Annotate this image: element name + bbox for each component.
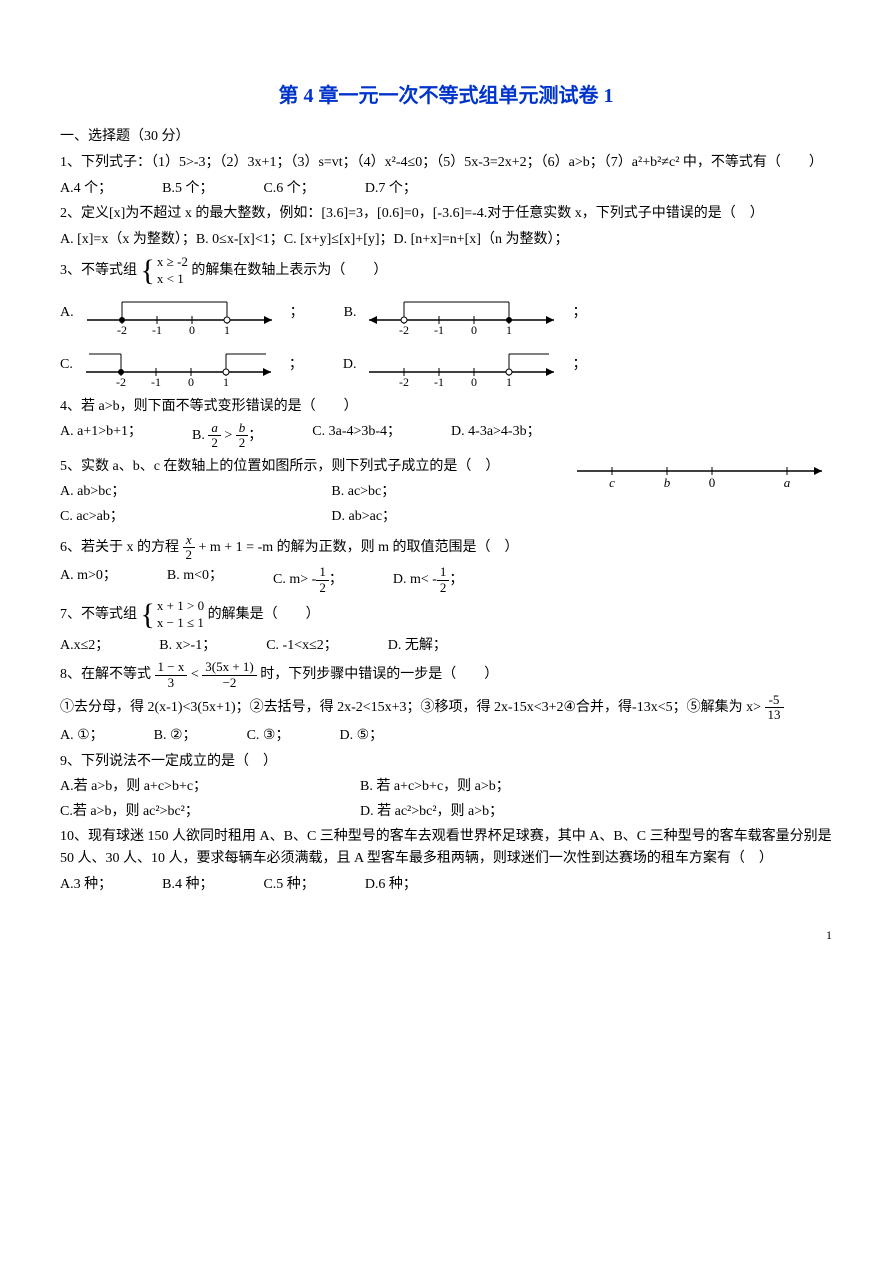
q7-opt-c: C. -1<x≤2； [266,635,338,657]
svg-text:c: c [609,475,615,489]
q4-opt-b: B. a2 > b2； [192,421,262,451]
q3-row1: A. -2 -1 0 1 ； B. -2 -1 0 1 [60,292,832,334]
svg-text:1: 1 [506,375,512,386]
q7-opt-a: A.x≤2； [60,635,109,657]
q1-opt-a: A.4 个； [60,178,112,200]
q5-block: 5、实数 a、b、c 在数轴上的位置如图所示，则下列式子成立的是（ ） A. a… [60,453,832,530]
q9-opt-b: B. 若 a+c>b+c，则 a>b； [360,776,832,798]
q1-stem: 1、下列式子：（1）5>-3；（2）3x+1；（3）s=vt；（4）x²-4≤0… [60,152,832,174]
q5-stem: 5、实数 a、b、c 在数轴上的位置如图所示，则下列式子成立的是（ ） [60,456,542,478]
svg-text:-2: -2 [399,375,409,386]
q8-opt-d: D. ⑤； [339,725,383,747]
section-1-header: 一、选择题（30 分） [60,126,832,148]
q5-opt-b: B. ac>bc； [331,481,542,503]
q9-stem: 9、下列说法不一定成立的是（ ） [60,751,832,773]
q7-opt-b: B. x>-1； [159,635,216,657]
q5-number-line: c b 0 a [572,453,832,489]
q3-stem: 3、不等式组 { x ≥ -2 x < 1 的解集在数轴上表示为（ ） [60,254,832,288]
q3-sys-bot: x < 1 [157,271,184,286]
number-line-b: -2 -1 0 1 [364,292,564,334]
svg-text:0: 0 [188,375,194,386]
q1-opt-b: B.5 个； [162,178,213,200]
q3-opt-b-label: B. [344,302,357,324]
q3-row2: C. -2 -1 0 1 ； D. -2 -1 0 1 [60,344,832,386]
semicolon: ； [290,302,304,324]
page-title: 第 4 章一元一次不等式组单元测试卷 1 [60,80,832,112]
svg-text:b: b [664,475,671,489]
svg-text:1: 1 [223,375,229,386]
q3-opt-d-label: D. [343,354,357,376]
q3-sys-top: x ≥ -2 [157,254,188,269]
q7-sys-top: x + 1 > 0 [157,598,204,613]
svg-text:0: 0 [471,375,477,386]
q2-options-line: A. [x]=x（x 为整数）；B. 0≤x-[x]<1；C. [x+y]≤[x… [60,229,832,251]
q4-opt-c: C. 3a-4>3b-4； [312,421,401,451]
q8-stem: 8、在解不等式 1 − x3 < 3(5x + 1)−2 时，下列步骤中错误的一… [60,660,832,690]
q3-post: 的解集在数轴上表示为（ ） [191,263,387,278]
q10-opt-b: B.4 种； [162,874,213,896]
q4-options: A. a+1>b+1； B. a2 > b2； C. 3a-4>3b-4； D.… [60,421,832,451]
q8-opt-a: A. ①； [60,725,104,747]
q3-opt-c-label: C. [60,354,73,376]
q4-stem: 4、若 a>b，则下面不等式变形错误的是（ ） [60,396,832,418]
svg-text:1: 1 [224,323,230,334]
q5-options: A. ab>bc； B. ac>bc； C. ac>ab； D. ab>ac； [60,481,542,528]
q5-opt-d: D. ab>ac； [331,506,542,528]
q5-opt-a: A. ab>bc； [60,481,271,503]
q10-opt-c: C.5 种； [263,874,314,896]
svg-text:a: a [784,475,791,489]
number-line-c: -2 -1 0 1 [81,344,281,386]
q8-opt-b: B. ②； [154,725,197,747]
q3-pre: 3、不等式组 [60,263,137,278]
svg-text:-1: -1 [434,323,444,334]
svg-text:1: 1 [506,323,512,334]
q6-opt-a: A. m>0； [60,565,117,595]
q8-options: A. ①； B. ②； C. ③； D. ⑤； [60,725,832,747]
q10-opt-a: A.3 种； [60,874,112,896]
q4-opt-a: A. a+1>b+1； [60,421,142,451]
q10-stem: 10、现有球迷 150 人欲同时租用 A、B、C 三种型号的客车去观看世界杯足球… [60,826,832,871]
q1-options: A.4 个； B.5 个； C.6 个； D.7 个； [60,178,832,200]
q5-opt-c: C. ac>ab； [60,506,271,528]
q9-options: A.若 a>b，则 a+c>b+c； B. 若 a+c>b+c，则 a>b； C… [60,776,832,823]
q6-opt-c: C. m> -12； [273,565,343,595]
q3-opt-a-label: A. [60,302,74,324]
q6-options: A. m>0； B. m<0； C. m> -12； D. m< -12； [60,565,832,595]
svg-text:0: 0 [471,323,477,334]
q6-opt-b: B. m<0； [167,565,223,595]
q7-system: { x + 1 > 0 x − 1 ≤ 1 [141,598,205,632]
svg-text:-2: -2 [116,375,126,386]
q9-opt-d: D. 若 ac²>bc²，则 a>b； [360,801,832,823]
semicolon: ； [572,302,586,324]
q9-opt-c: C.若 a>b，则 ac²>bc²； [60,801,300,823]
number-line-d: -2 -1 0 1 [364,344,564,386]
svg-text:-2: -2 [399,323,409,334]
svg-text:-1: -1 [152,323,162,334]
q10-opt-d: D.6 种； [365,874,417,896]
q9-opt-a: A.若 a>b，则 a+c>b+c； [60,776,300,798]
q6-stem: 6、若关于 x 的方程 x2 + m + 1 = -m 的解为正数，则 m 的取… [60,533,832,563]
q2-stem: 2、定义[x]为不超过 x 的最大整数，例如：[3.6]=3，[0.6]=0，[… [60,203,832,225]
q10-options: A.3 种； B.4 种； C.5 种； D.6 种； [60,874,832,896]
q4-opt-d: D. 4-3a>4-3b； [451,421,541,451]
q7-stem: 7、不等式组 { x + 1 > 0 x − 1 ≤ 1 的解集是（ ） [60,598,832,632]
q8-opt-c: C. ③； [247,725,290,747]
q7-options: A.x≤2； B. x>-1； C. -1<x≤2； D. 无解； [60,635,832,657]
semicolon: ； [289,354,303,376]
svg-text:-1: -1 [151,375,161,386]
q6-opt-d: D. m< -12； [393,565,464,595]
svg-text:-1: -1 [434,375,444,386]
q7-opt-d: D. 无解； [388,635,447,657]
q1-opt-d: D.7 个； [365,178,417,200]
q7-sys-bot: x − 1 ≤ 1 [157,615,204,630]
q1-opt-c: C.6 个； [263,178,314,200]
svg-text:0: 0 [709,475,716,489]
svg-text:0: 0 [189,323,195,334]
svg-text:-2: -2 [117,323,127,334]
number-line-a: -2 -1 0 1 [82,292,282,334]
q3-system: { x ≥ -2 x < 1 [141,254,188,288]
page-number: 1 [60,926,832,945]
q8-steps: ①去分母，得 2(x-1)<3(5x+1)；②去括号，得 2x-2<15x+3；… [60,693,832,723]
semicolon: ； [572,354,586,376]
